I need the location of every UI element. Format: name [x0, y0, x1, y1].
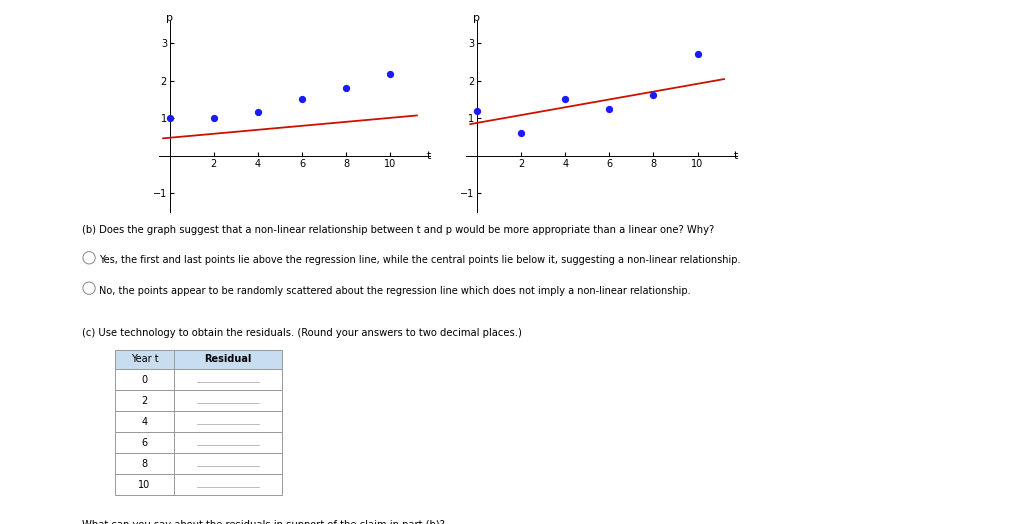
Point: [162, 114, 178, 123]
Point: [645, 91, 662, 100]
Point: [382, 70, 398, 79]
Text: 4: 4: [141, 417, 147, 427]
Point: [250, 108, 266, 116]
Text: (c) Use technology to obtain the residuals. (Round your answers to two decimal p: (c) Use technology to obtain the residua…: [82, 328, 522, 337]
Text: What can you say about the residuals in support of the claim in part (b)?: What can you say about the residuals in …: [82, 520, 444, 524]
Point: [294, 95, 310, 103]
Text: p: p: [166, 13, 173, 23]
Text: Year t: Year t: [131, 354, 158, 365]
Text: 10: 10: [138, 479, 151, 490]
Point: [689, 50, 706, 58]
Text: p: p: [473, 13, 480, 23]
Text: (b) Does the graph suggest that a non-linear relationship between t and p would : (b) Does the graph suggest that a non-li…: [82, 225, 714, 235]
Text: No, the points appear to be randomly scattered about the regression line which d: No, the points appear to be randomly sca…: [99, 286, 691, 296]
Text: t: t: [734, 151, 738, 161]
Point: [469, 107, 485, 115]
Text: Yes, the first and last points lie above the regression line, while the central : Yes, the first and last points lie above…: [99, 255, 740, 265]
Text: t: t: [427, 151, 431, 161]
Text: Residual: Residual: [204, 354, 252, 365]
Point: [557, 95, 573, 103]
Point: [601, 105, 617, 113]
Point: [338, 84, 354, 93]
Point: [513, 128, 529, 137]
Text: 6: 6: [141, 438, 147, 448]
Point: [206, 114, 222, 122]
Text: 0: 0: [141, 375, 147, 385]
Text: 8: 8: [141, 458, 147, 469]
Text: 2: 2: [141, 396, 147, 406]
